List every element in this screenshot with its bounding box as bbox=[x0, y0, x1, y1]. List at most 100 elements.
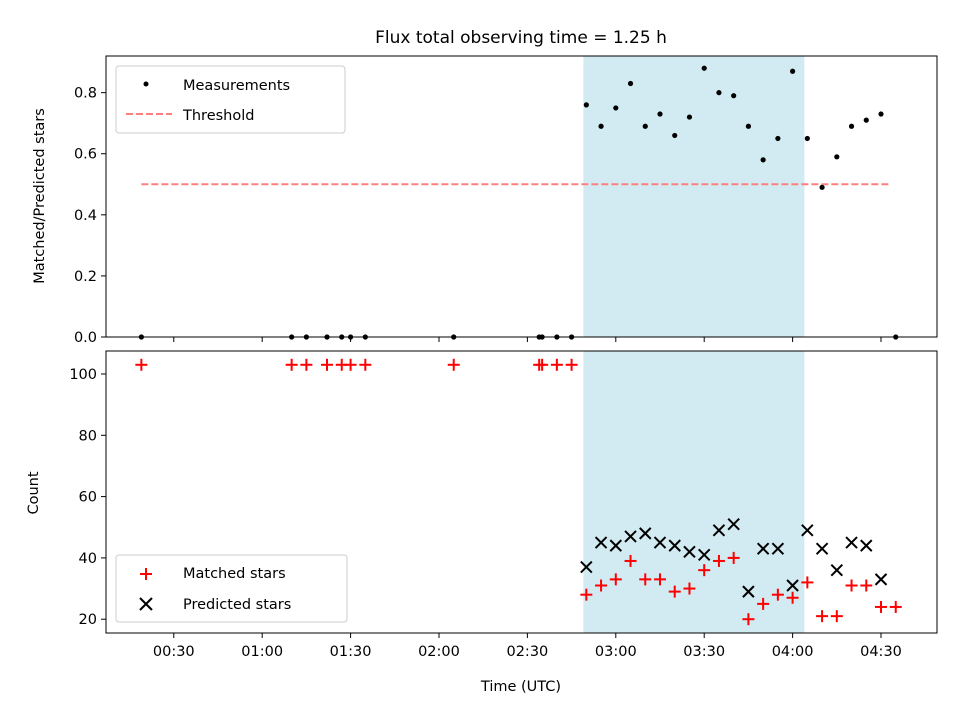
top-y-tick-label: 0.2 bbox=[74, 269, 97, 285]
legend-marker-measurements bbox=[143, 81, 149, 87]
shaded-region bbox=[583, 351, 805, 633]
x-tick-label: 00:30 bbox=[153, 644, 195, 660]
predicted-star-point bbox=[874, 573, 888, 586]
x-tick-label: 03:00 bbox=[595, 644, 637, 660]
x-tick-label: 01:30 bbox=[330, 644, 372, 660]
matched-star-point bbox=[285, 358, 298, 371]
measurement-point bbox=[598, 123, 604, 129]
top-y-tick-label: 0.8 bbox=[74, 86, 97, 102]
matched-star-point bbox=[727, 551, 740, 564]
matched-star-point bbox=[830, 610, 843, 623]
bottom-axes-frame bbox=[105, 350, 938, 634]
measurement-point bbox=[686, 114, 693, 120]
predicted-star-point bbox=[786, 579, 799, 592]
predicted-star-point bbox=[609, 539, 623, 552]
predicted-star-point bbox=[594, 536, 608, 549]
bottom-y-tick-label: 80 bbox=[79, 428, 97, 444]
bottom-x-axis: 00:30 01:00 01:30 02:00 02:30 03:00 03:30 04:00… bbox=[153, 633, 902, 660]
measurement-point bbox=[642, 123, 648, 129]
bottom-y-tick-label: 40 bbox=[79, 551, 97, 567]
matched-star-point bbox=[321, 358, 334, 371]
matched-star-point bbox=[447, 358, 460, 371]
predicted-stars-points bbox=[580, 517, 888, 598]
predicted-star-point bbox=[697, 548, 711, 562]
measurement-point bbox=[583, 102, 589, 108]
measurement-point bbox=[790, 68, 796, 74]
x-tick-label: 04:00 bbox=[772, 644, 814, 660]
matched-star-point bbox=[595, 579, 608, 592]
matched-star-point bbox=[654, 573, 666, 586]
measurement-point bbox=[716, 90, 722, 96]
matched-stars-points bbox=[135, 358, 902, 626]
predicted-star-point bbox=[639, 527, 652, 540]
measurement-point bbox=[745, 123, 752, 129]
legend-marker-matched bbox=[140, 568, 152, 580]
legend-label-threshold: Threshold bbox=[182, 108, 254, 124]
predicted-star-point bbox=[771, 542, 785, 555]
bottom-y-tick-label: 20 bbox=[79, 612, 97, 628]
matched-star-point bbox=[742, 613, 755, 626]
measurement-point bbox=[804, 135, 810, 142]
legend-marker-predicted bbox=[139, 597, 153, 611]
matched-star-point bbox=[757, 597, 770, 610]
measurement-point bbox=[819, 184, 825, 190]
bottom-legend-box bbox=[115, 554, 348, 623]
bottom-legend: Matched stars Predicted stars bbox=[115, 554, 348, 623]
predicted-star-point bbox=[580, 560, 593, 574]
top-x-ticks bbox=[173, 337, 882, 342]
x-tick-label: 04:30 bbox=[860, 644, 902, 660]
matched-star-point bbox=[550, 358, 563, 371]
matched-star-point bbox=[771, 588, 784, 601]
measurement-point bbox=[863, 117, 869, 123]
bottom-y-axis: 20 40 60 80 100 bbox=[69, 367, 106, 628]
matched-star-point bbox=[300, 358, 313, 371]
matched-star-point bbox=[668, 585, 681, 598]
predicted-star-point bbox=[668, 539, 681, 552]
top-y-axis-label: Matched/Predicted stars bbox=[32, 108, 48, 284]
x-tick-label: 02:00 bbox=[418, 644, 460, 660]
matched-star-point bbox=[845, 579, 858, 592]
matched-star-point bbox=[860, 579, 873, 592]
predicted-star-point bbox=[712, 524, 726, 537]
bottom-shaded-interval bbox=[583, 351, 805, 633]
top-panel: 0.00.20.40.60.8 Matched/Predicted stars … bbox=[32, 55, 938, 346]
chart-title: Flux total observing time = 1.25 h bbox=[375, 28, 667, 48]
predicted-star-point bbox=[653, 536, 667, 549]
x-axis-label: Time (UTC) bbox=[480, 679, 561, 695]
legend-label-measurements: Measurements bbox=[183, 78, 290, 94]
measurement-point bbox=[627, 80, 634, 87]
predicted-star-point bbox=[624, 530, 637, 543]
predicted-star-point bbox=[742, 585, 755, 598]
legend-label-matched: Matched stars bbox=[183, 566, 286, 582]
matched-star-point bbox=[801, 576, 814, 589]
matched-star-point bbox=[344, 358, 357, 371]
matched-star-point bbox=[786, 591, 799, 604]
matched-star-point bbox=[536, 358, 549, 371]
matched-star-point bbox=[135, 358, 148, 371]
matched-star-point bbox=[609, 573, 622, 586]
predicted-star-point bbox=[756, 542, 770, 555]
predicted-star-point bbox=[815, 542, 829, 555]
x-tick-label: 01:00 bbox=[241, 644, 283, 660]
matched-star-point bbox=[624, 554, 637, 567]
measurement-point bbox=[775, 135, 781, 142]
matched-star-point bbox=[698, 564, 711, 577]
top-legend: Measurements Threshold bbox=[115, 65, 346, 134]
matched-star-point bbox=[565, 358, 578, 371]
shaded-region bbox=[583, 56, 805, 337]
top-y-tick-label: 0.0 bbox=[74, 330, 97, 346]
predicted-star-point bbox=[683, 545, 696, 558]
measurement-point bbox=[672, 132, 678, 139]
predicted-star-point bbox=[727, 517, 740, 531]
measurement-point bbox=[834, 154, 840, 160]
matched-star-point bbox=[816, 610, 829, 623]
matched-star-point bbox=[580, 588, 593, 601]
matched-star-point bbox=[683, 582, 696, 595]
matched-star-point bbox=[712, 554, 725, 567]
predicted-star-point bbox=[845, 536, 858, 549]
bottom-y-tick-label: 100 bbox=[69, 367, 97, 383]
predicted-star-point bbox=[801, 524, 814, 537]
predicted-star-point bbox=[860, 539, 873, 552]
x-tick-label: 03:30 bbox=[683, 644, 725, 660]
top-legend-box bbox=[115, 65, 346, 134]
